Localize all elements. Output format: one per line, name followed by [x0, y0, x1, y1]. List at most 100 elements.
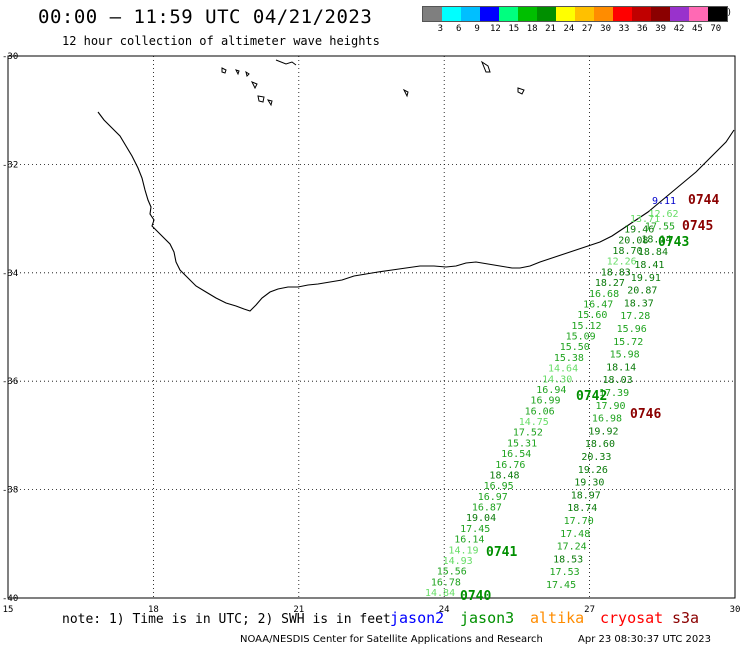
- legend-swatch: [575, 7, 594, 21]
- legend-tick-label: 9: [474, 24, 480, 34]
- legend-tick-label: 24: [563, 24, 575, 34]
- swh-value: 18.60: [585, 439, 615, 450]
- longitude-label: 21: [293, 605, 304, 615]
- swh-value: 15.72: [613, 337, 643, 348]
- legend-swatch: [651, 7, 670, 21]
- longitude-label: 15: [3, 605, 14, 615]
- swh-value: 15.96: [617, 324, 647, 335]
- swh-value: 16.98: [592, 414, 622, 425]
- swh-value: 18.53: [553, 554, 583, 565]
- longitude-label: 24: [439, 605, 450, 615]
- longitude-label: 18: [148, 605, 159, 615]
- swh-value: 18.14: [641, 234, 671, 245]
- swh-value: 20.33: [581, 452, 611, 463]
- swh-value: 15.12: [571, 321, 601, 332]
- satellite-s3a: s3a: [672, 609, 700, 627]
- swh-value: 15.60: [577, 310, 607, 321]
- legend-swatch: [518, 7, 537, 21]
- legend-tick-label: 36: [636, 24, 648, 34]
- swh-value: 16.78: [431, 577, 461, 588]
- longitude-label: 27: [584, 605, 595, 615]
- map-title: 00:00 – 11:59 UTC 04/21/2023: [38, 6, 373, 28]
- swh-value: 16.99: [530, 396, 560, 407]
- swh-value: 17.53: [550, 567, 580, 578]
- legend-swatch: [423, 7, 442, 21]
- swh-value: 14.30: [542, 374, 572, 385]
- swh-value: 12.26: [607, 257, 637, 268]
- legend-swatch: [442, 7, 461, 21]
- satellite-cryosat: cryosat: [600, 609, 664, 627]
- color-legend: 3 6 9 12 15 18 21 24 27 30 33 36 39 42 45 70 (ft): [422, 6, 732, 36]
- legend-swatch: [556, 7, 575, 21]
- legend-tick-label: 12: [490, 24, 501, 34]
- legend-tick-label: 30: [600, 24, 612, 34]
- swh-value: 15.50: [560, 342, 590, 353]
- legend-tick-label: 18: [526, 24, 538, 34]
- legend-tick-label: 45: [691, 24, 703, 34]
- latitude-label: -36: [2, 377, 18, 387]
- legend-tick-label: 15: [508, 24, 520, 34]
- swh-value: 15.38: [554, 353, 584, 364]
- legend-swatch: [708, 7, 727, 21]
- map-frame: [7, 55, 736, 599]
- generated-timestamp: Apr 23 08:30:37 UTC 2023: [578, 634, 711, 645]
- swh-value: 17.48: [560, 529, 590, 540]
- swh-value: 14.64: [548, 364, 578, 375]
- legend-swatch: [499, 7, 518, 21]
- latitude-label: -34: [2, 269, 18, 279]
- swh-value: 20.87: [627, 286, 657, 297]
- pass-time-label: 0743: [658, 235, 689, 250]
- swh-value: 18.37: [624, 298, 654, 309]
- island-3: [275, 59, 297, 66]
- swh-value: 19.46: [624, 225, 654, 236]
- swh-value: 19.92: [588, 426, 618, 437]
- swh-value: 14.84: [425, 588, 455, 599]
- color-scale-bar: [422, 6, 728, 22]
- swh-value: 17.52: [513, 428, 543, 439]
- pass-time-label: 0740: [460, 589, 491, 604]
- legend-tick-label: 3: [437, 24, 444, 34]
- swh-value: 18.83: [601, 267, 631, 278]
- swh-value: 16.14: [454, 535, 484, 546]
- longitude-labels: 15 18 21 24 27 30: [3, 605, 740, 615]
- pass-time-label: 0744: [688, 193, 719, 208]
- swh-value: 19.26: [578, 465, 608, 476]
- island-5: [402, 87, 525, 98]
- swh-value: 16.95: [484, 481, 514, 492]
- swh-value: 18.70: [612, 246, 642, 257]
- swh-value: 18.14: [606, 362, 636, 373]
- pass-time-label: 0746: [630, 407, 661, 422]
- swh-value: 17.45: [460, 524, 490, 535]
- swh-value: 18.03: [603, 375, 633, 386]
- island-4: [480, 60, 491, 73]
- swh-value: 16.06: [525, 406, 555, 417]
- island-1: [221, 67, 227, 74]
- island-2: [235, 69, 273, 107]
- legend-tick-label: 6: [456, 24, 462, 34]
- legend-swatch: [689, 7, 708, 21]
- legend-unit: (ft): [710, 8, 732, 18]
- pass-time-label: 0745: [682, 219, 713, 234]
- pass-time-label: 0741: [486, 545, 517, 560]
- latitude-label: -38: [2, 486, 18, 496]
- swh-value: 17.24: [557, 542, 587, 553]
- swh-value: 18.74: [567, 503, 597, 514]
- swh-value: 20.08: [618, 235, 648, 246]
- swh-value: 19.91: [631, 273, 661, 284]
- legend-swatch: [594, 7, 613, 21]
- latitude-label: -40: [2, 594, 18, 604]
- swh-value: 15.98: [610, 350, 640, 361]
- swh-value: 16.47: [583, 299, 613, 310]
- swh-value: 17.39: [599, 388, 629, 399]
- swh-value: 18.27: [595, 278, 625, 289]
- map-subtitle: 12 hour collection of altimeter wave hei…: [62, 34, 380, 48]
- legend-swatch: [613, 7, 632, 21]
- legend-tick-label: 70: [710, 24, 722, 34]
- latitude-label: -30: [2, 52, 18, 62]
- swh-value: 15.56: [437, 567, 467, 578]
- credit-line: NOAA/NESDIS Center for Satellite Applica…: [240, 634, 543, 645]
- swh-value: 14.75: [519, 417, 549, 428]
- swh-value: 18.84: [638, 247, 668, 258]
- coastline: [97, 111, 735, 312]
- legend-tick-label: 27: [581, 24, 593, 34]
